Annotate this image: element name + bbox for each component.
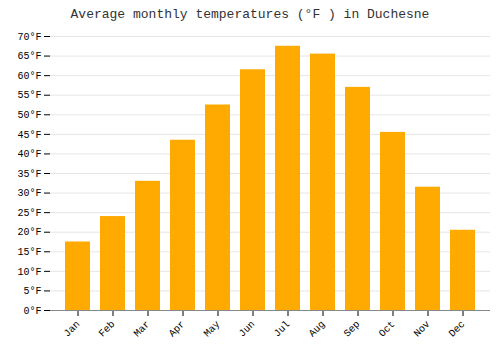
svg-text:Jan: Jan — [62, 319, 83, 340]
svg-text:Nov: Nov — [412, 319, 433, 340]
svg-text:Jul: Jul — [272, 319, 293, 340]
svg-text:Apr: Apr — [167, 319, 188, 340]
svg-text:45°F: 45°F — [17, 130, 41, 141]
html-text:Average monthly temperatures (: Average monthly temperatures (°F ) in Du… — [70, 7, 430, 22]
svg-text:40°F: 40°F — [17, 149, 41, 160]
svg-text:55°F: 55°F — [17, 90, 41, 101]
svg-text:Feb: Feb — [97, 319, 118, 340]
svg-text:Aug: Aug — [307, 319, 328, 340]
svg-text:10°F: 10°F — [17, 267, 41, 278]
svg-text:Jun: Jun — [237, 319, 258, 340]
svg-text:50°F: 50°F — [17, 110, 41, 121]
svg-text:15°F: 15°F — [17, 247, 41, 258]
svg-text:May: May — [202, 319, 223, 340]
svg-text:Oct: Oct — [377, 319, 398, 340]
svg-text:Dec: Dec — [447, 319, 468, 340]
svg-text:70°F: 70°F — [17, 32, 41, 43]
svg-text:5°F: 5°F — [23, 286, 41, 297]
svg-text:35°F: 35°F — [17, 169, 41, 180]
svg-text:25°F: 25°F — [17, 208, 41, 219]
svg-text:Sep: Sep — [342, 319, 363, 340]
svg-text:Mar: Mar — [132, 319, 153, 340]
svg-text:20°F: 20°F — [17, 227, 41, 238]
svg-text:0°F: 0°F — [23, 306, 41, 317]
svg-text:30°F: 30°F — [17, 188, 41, 199]
svg-text:60°F: 60°F — [17, 71, 41, 82]
svg-text:65°F: 65°F — [17, 51, 41, 62]
